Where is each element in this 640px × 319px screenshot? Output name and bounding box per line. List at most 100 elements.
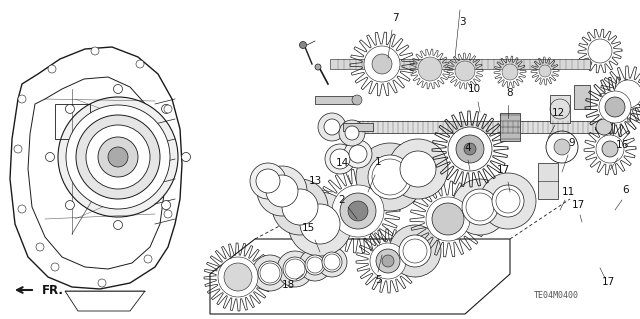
Circle shape (98, 137, 138, 177)
Circle shape (108, 147, 128, 167)
Text: 11: 11 (561, 187, 575, 197)
Circle shape (164, 210, 172, 218)
Text: 15: 15 (301, 223, 315, 233)
Text: 5: 5 (374, 275, 381, 285)
Circle shape (348, 201, 368, 221)
Bar (348, 121, 612, 133)
Bar (574, 85, 590, 109)
Circle shape (164, 105, 172, 113)
Circle shape (256, 169, 280, 193)
Circle shape (250, 163, 286, 199)
Bar (500, 113, 520, 141)
Circle shape (502, 64, 518, 80)
Circle shape (48, 65, 56, 73)
Text: 18: 18 (282, 280, 294, 290)
Circle shape (399, 235, 431, 267)
Circle shape (66, 105, 170, 209)
Circle shape (86, 125, 150, 189)
Bar (343, 123, 373, 131)
Circle shape (376, 249, 400, 273)
Circle shape (602, 141, 618, 157)
Bar (315, 96, 357, 104)
Circle shape (332, 185, 384, 237)
Text: 17: 17 (572, 200, 584, 210)
Text: 7: 7 (392, 13, 398, 23)
Circle shape (182, 152, 191, 161)
Text: 12: 12 (552, 108, 564, 118)
Circle shape (224, 263, 252, 291)
Circle shape (76, 115, 160, 199)
Circle shape (599, 91, 631, 123)
Circle shape (456, 135, 484, 163)
Circle shape (218, 257, 258, 297)
Text: FR.: FR. (42, 284, 64, 296)
Circle shape (464, 143, 476, 155)
Circle shape (317, 247, 347, 277)
Circle shape (364, 46, 400, 82)
Circle shape (349, 145, 367, 163)
Text: 8: 8 (507, 88, 513, 98)
Text: 4: 4 (465, 143, 471, 153)
Circle shape (113, 85, 122, 93)
Circle shape (98, 279, 106, 287)
Circle shape (322, 252, 342, 272)
Text: 6: 6 (623, 185, 629, 195)
Circle shape (257, 166, 307, 216)
Text: 1: 1 (374, 157, 381, 167)
Circle shape (305, 255, 325, 275)
Circle shape (400, 151, 436, 187)
Circle shape (136, 60, 144, 68)
Circle shape (277, 251, 313, 287)
Text: 17: 17 (602, 277, 614, 287)
Circle shape (368, 155, 412, 199)
Circle shape (452, 179, 508, 235)
Circle shape (288, 192, 352, 256)
Circle shape (324, 119, 340, 135)
Circle shape (161, 104, 171, 114)
Circle shape (65, 104, 74, 114)
Circle shape (113, 220, 122, 229)
Circle shape (426, 197, 470, 241)
Circle shape (344, 140, 372, 168)
Circle shape (45, 152, 54, 161)
Circle shape (356, 143, 424, 211)
Circle shape (325, 144, 355, 174)
Text: 9: 9 (569, 138, 575, 148)
Text: 10: 10 (467, 84, 481, 94)
Circle shape (340, 193, 376, 229)
Bar (330, 59, 590, 69)
Circle shape (462, 189, 498, 225)
Circle shape (455, 61, 475, 81)
Circle shape (480, 173, 536, 229)
Circle shape (388, 139, 448, 199)
Circle shape (370, 243, 406, 279)
Text: 16: 16 (616, 140, 628, 150)
Circle shape (339, 120, 365, 146)
Circle shape (144, 255, 152, 263)
Text: 3: 3 (459, 17, 465, 27)
Circle shape (372, 54, 392, 74)
Circle shape (283, 257, 307, 281)
Text: TE04M0400: TE04M0400 (534, 291, 579, 300)
Text: 17: 17 (497, 165, 509, 175)
Circle shape (432, 203, 464, 235)
Circle shape (315, 64, 321, 70)
Circle shape (252, 255, 288, 291)
Circle shape (18, 95, 26, 103)
Text: 13: 13 (308, 176, 322, 186)
Circle shape (258, 261, 282, 285)
Circle shape (300, 41, 307, 48)
Bar (550, 95, 570, 123)
Circle shape (596, 119, 612, 135)
Circle shape (266, 175, 298, 207)
Text: 14: 14 (335, 158, 349, 168)
Bar (538, 163, 558, 199)
Circle shape (605, 97, 625, 117)
Circle shape (352, 95, 362, 105)
Circle shape (14, 145, 22, 153)
Circle shape (65, 201, 74, 210)
Circle shape (58, 97, 178, 217)
Circle shape (614, 80, 640, 108)
Circle shape (539, 65, 551, 77)
Circle shape (300, 204, 340, 244)
